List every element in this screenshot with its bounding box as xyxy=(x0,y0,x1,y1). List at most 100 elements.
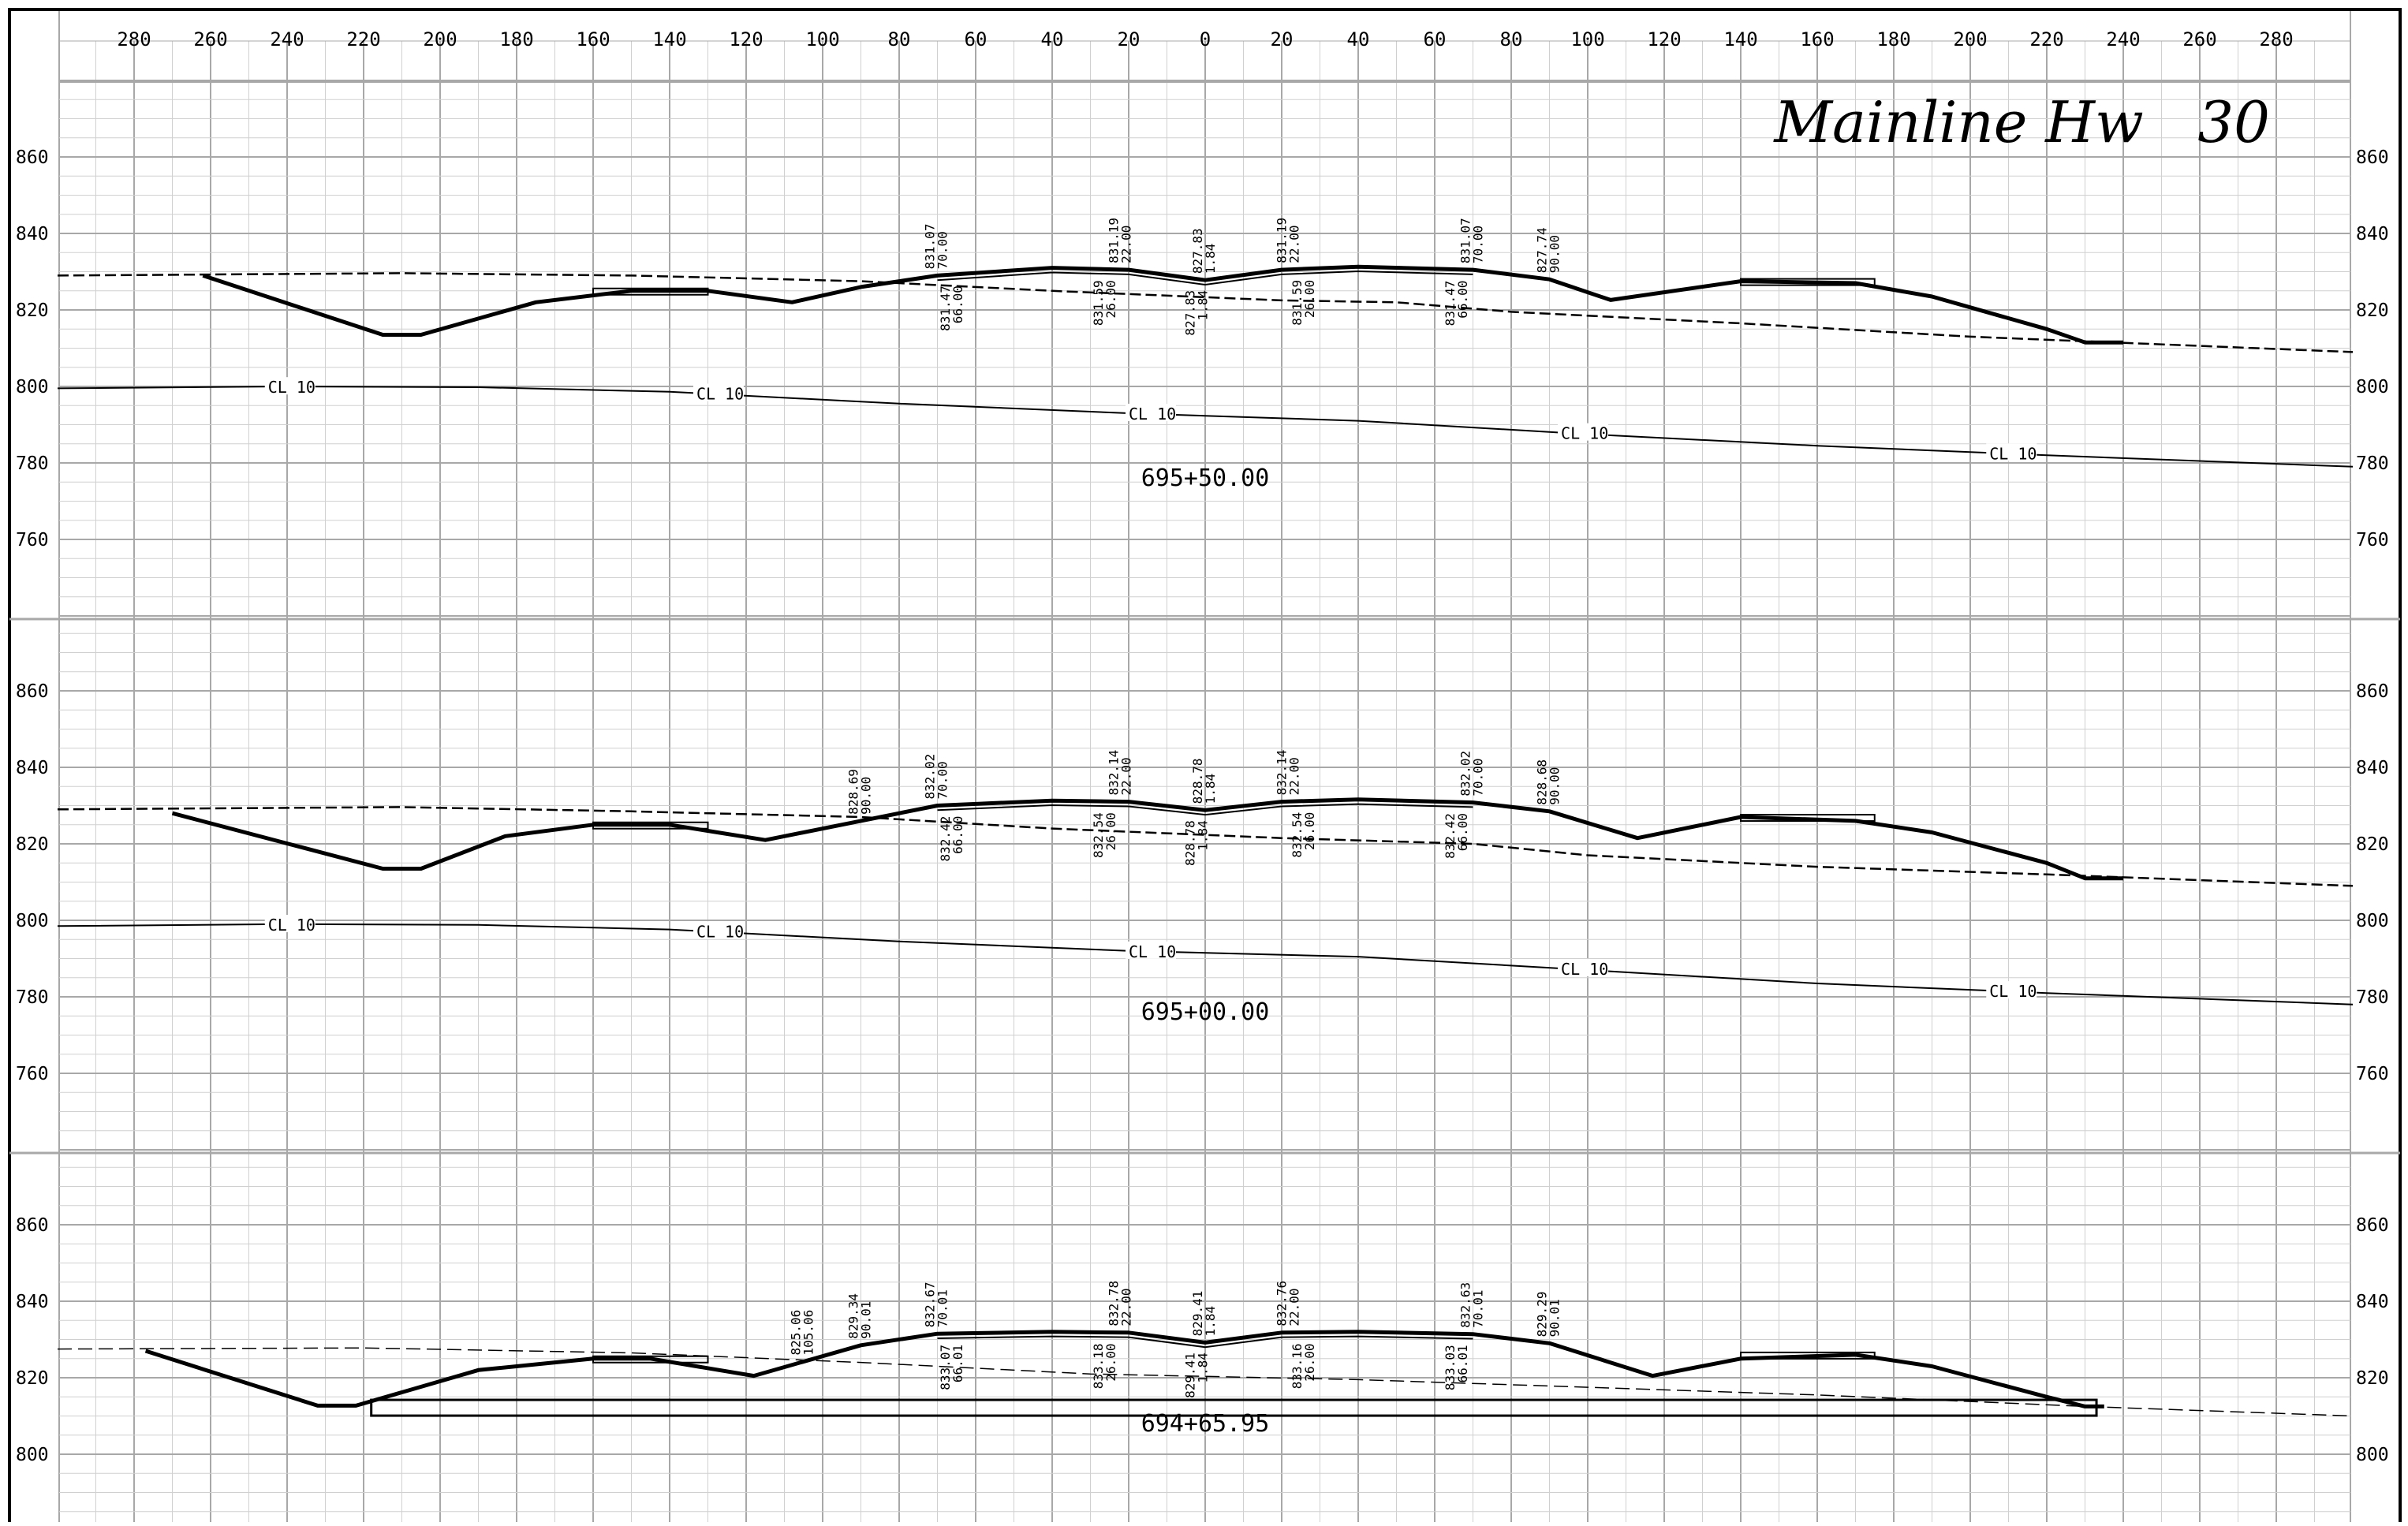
elevation-offset-annotation: 22.00 xyxy=(1287,1289,1302,1326)
top-axis-tick-label: 100 xyxy=(805,28,839,50)
cl-label-mask xyxy=(1126,941,1176,959)
elevation-offset-annotation: 832.67 xyxy=(923,1282,938,1327)
ramp-pavement-pad xyxy=(592,1355,709,1364)
elevation-offset-annotation: 827.74 xyxy=(1535,227,1550,273)
elevation-offset-annotation: 26.00 xyxy=(1103,812,1118,850)
top-axis-tick-label: 160 xyxy=(576,28,610,50)
design-profile-line xyxy=(144,1330,2104,1408)
top-axis-tick-label: 0 xyxy=(1200,28,1211,50)
cl-label-mask xyxy=(1558,959,1609,977)
elevation-offset-annotation: 832.76 xyxy=(1275,1281,1290,1326)
elevation-label-right: 760 xyxy=(2356,530,2389,550)
cl-label-mask xyxy=(693,383,744,401)
elevation-offset-annotation: 829.41 xyxy=(1190,1291,1205,1337)
station-label: 695+00.00 xyxy=(1141,998,1270,1026)
elevation-label-right: 860 xyxy=(2356,147,2389,168)
top-axis-tick-label: 220 xyxy=(346,28,380,50)
station-label: 694+65.95 xyxy=(1141,1410,1270,1438)
elevation-offset-annotation: 70.01 xyxy=(935,1289,950,1327)
elevation-offset-annotation: 90.00 xyxy=(1547,767,1562,805)
top-axis-tick-label: 260 xyxy=(193,28,227,50)
elevation-offset-annotation: 26.00 xyxy=(1302,812,1317,850)
elevation-offset-annotation: 828.78 xyxy=(1182,820,1197,866)
elevation-offset-annotation: 832.42 xyxy=(1443,813,1458,859)
elevation-label-right: 780 xyxy=(2356,453,2389,474)
elevation-label-right: 860 xyxy=(2356,1215,2389,1236)
elevation-label-left: 820 xyxy=(16,834,49,855)
cl-label: CL 10 xyxy=(1129,405,1176,423)
elevation-offset-annotation: 90.00 xyxy=(859,777,874,815)
top-axis-tick-label: 20 xyxy=(1271,28,1294,50)
elevation-label-right: 800 xyxy=(2356,911,2389,931)
top-axis-tick-label: 80 xyxy=(1500,28,1523,50)
elevation-label-left: 780 xyxy=(16,987,49,1008)
elevation-label-left: 820 xyxy=(16,1368,49,1389)
elevation-offset-annotation: 70.00 xyxy=(1471,226,1486,263)
elevation-offset-annotation: 832.42 xyxy=(938,816,953,862)
elevation-label-left: 860 xyxy=(16,147,49,168)
elevation-offset-annotation: 832.54 xyxy=(1290,812,1305,858)
elevation-offset-annotation: 22.00 xyxy=(1118,757,1133,795)
cl-label-mask xyxy=(1126,403,1176,421)
top-axis-tick-label: 180 xyxy=(499,28,533,50)
elevation-offset-annotation: 829.41 xyxy=(1182,1353,1197,1398)
elevation-offset-annotation: 827.83 xyxy=(1190,228,1205,274)
elevation-offset-annotation: 828.78 xyxy=(1190,759,1205,804)
top-axis-tick-label: 100 xyxy=(1570,28,1604,50)
top-axis-tick-label: 60 xyxy=(965,28,987,50)
elevation-label-right: 840 xyxy=(2356,1292,2389,1312)
top-axis-tick-label: 260 xyxy=(2182,28,2216,50)
cl-label-mask xyxy=(264,377,315,395)
elevation-label-left: 800 xyxy=(16,1445,49,1465)
ramp-pavement-pad xyxy=(1740,1351,1876,1360)
elevation-label-right: 840 xyxy=(2356,758,2389,778)
top-axis-tick-label: 40 xyxy=(1041,28,1064,50)
cl-label-mask xyxy=(1986,443,2037,461)
elevation-offset-annotation: 26.00 xyxy=(1302,280,1317,318)
elevation-offset-annotation: 66.00 xyxy=(1455,281,1470,319)
elevation-label-left: 840 xyxy=(16,758,49,778)
elevation-label-left: 760 xyxy=(16,1064,49,1084)
elevation-offset-annotation: 828.68 xyxy=(1535,759,1550,805)
top-axis-tick-label: 140 xyxy=(1723,28,1757,50)
elevation-offset-annotation: 832.02 xyxy=(1458,751,1473,797)
cl-label: CL 10 xyxy=(268,916,315,935)
cl-label-mask xyxy=(1986,981,2037,999)
sheet-frame xyxy=(8,8,2402,1526)
top-axis-tick-label: 220 xyxy=(2029,28,2063,50)
elevation-offset-annotation: 105.06 xyxy=(801,1310,816,1356)
sheet-title: Mainline Hw 30 xyxy=(1772,89,2270,155)
elevation-label-left: 800 xyxy=(16,377,49,397)
elevation-offset-annotation: 831.07 xyxy=(923,224,938,270)
elevation-offset-annotation: 26.00 xyxy=(1302,1343,1317,1381)
elevation-offset-annotation: 66.01 xyxy=(950,1345,965,1382)
top-axis-tick-label: 280 xyxy=(117,28,151,50)
elevation-label-right: 820 xyxy=(2356,1368,2389,1389)
elevation-offset-annotation: 1.84 xyxy=(1195,820,1210,851)
elevation-label-right: 820 xyxy=(2356,300,2389,321)
cl-label: CL 10 xyxy=(696,922,744,941)
elevation-offset-annotation: 22.00 xyxy=(1118,226,1133,263)
top-axis-tick-label: 80 xyxy=(888,28,911,50)
pavement-layer-line xyxy=(937,270,1473,286)
elevation-offset-annotation: 26.00 xyxy=(1103,280,1118,318)
sheet-border xyxy=(8,8,2402,1526)
station-label: 695+50.00 xyxy=(1141,465,1270,492)
elevation-offset-annotation: 827.83 xyxy=(1182,290,1197,336)
elevation-offset-annotation: 66.00 xyxy=(950,285,965,323)
elevation-label-right: 800 xyxy=(2356,377,2389,397)
cl-label: CL 10 xyxy=(1561,960,1608,979)
section-1: 860 860 840 840 820 820 800 800 780 780 760 760 CL 1… xyxy=(16,147,2389,550)
pavement-layer-line xyxy=(937,803,1473,816)
elevation-offset-annotation: 66.01 xyxy=(1455,1345,1470,1382)
elevation-label-left: 760 xyxy=(16,530,49,550)
elevation-offset-annotation: 90.01 xyxy=(859,1301,874,1339)
elevation-label-left: 820 xyxy=(16,300,49,321)
existing-ground-line xyxy=(57,806,2354,887)
cl-label: CL 10 xyxy=(1129,942,1176,961)
elevation-offset-annotation: 832.54 xyxy=(1091,812,1106,858)
elevation-offset-annotation: 833.07 xyxy=(938,1345,953,1390)
